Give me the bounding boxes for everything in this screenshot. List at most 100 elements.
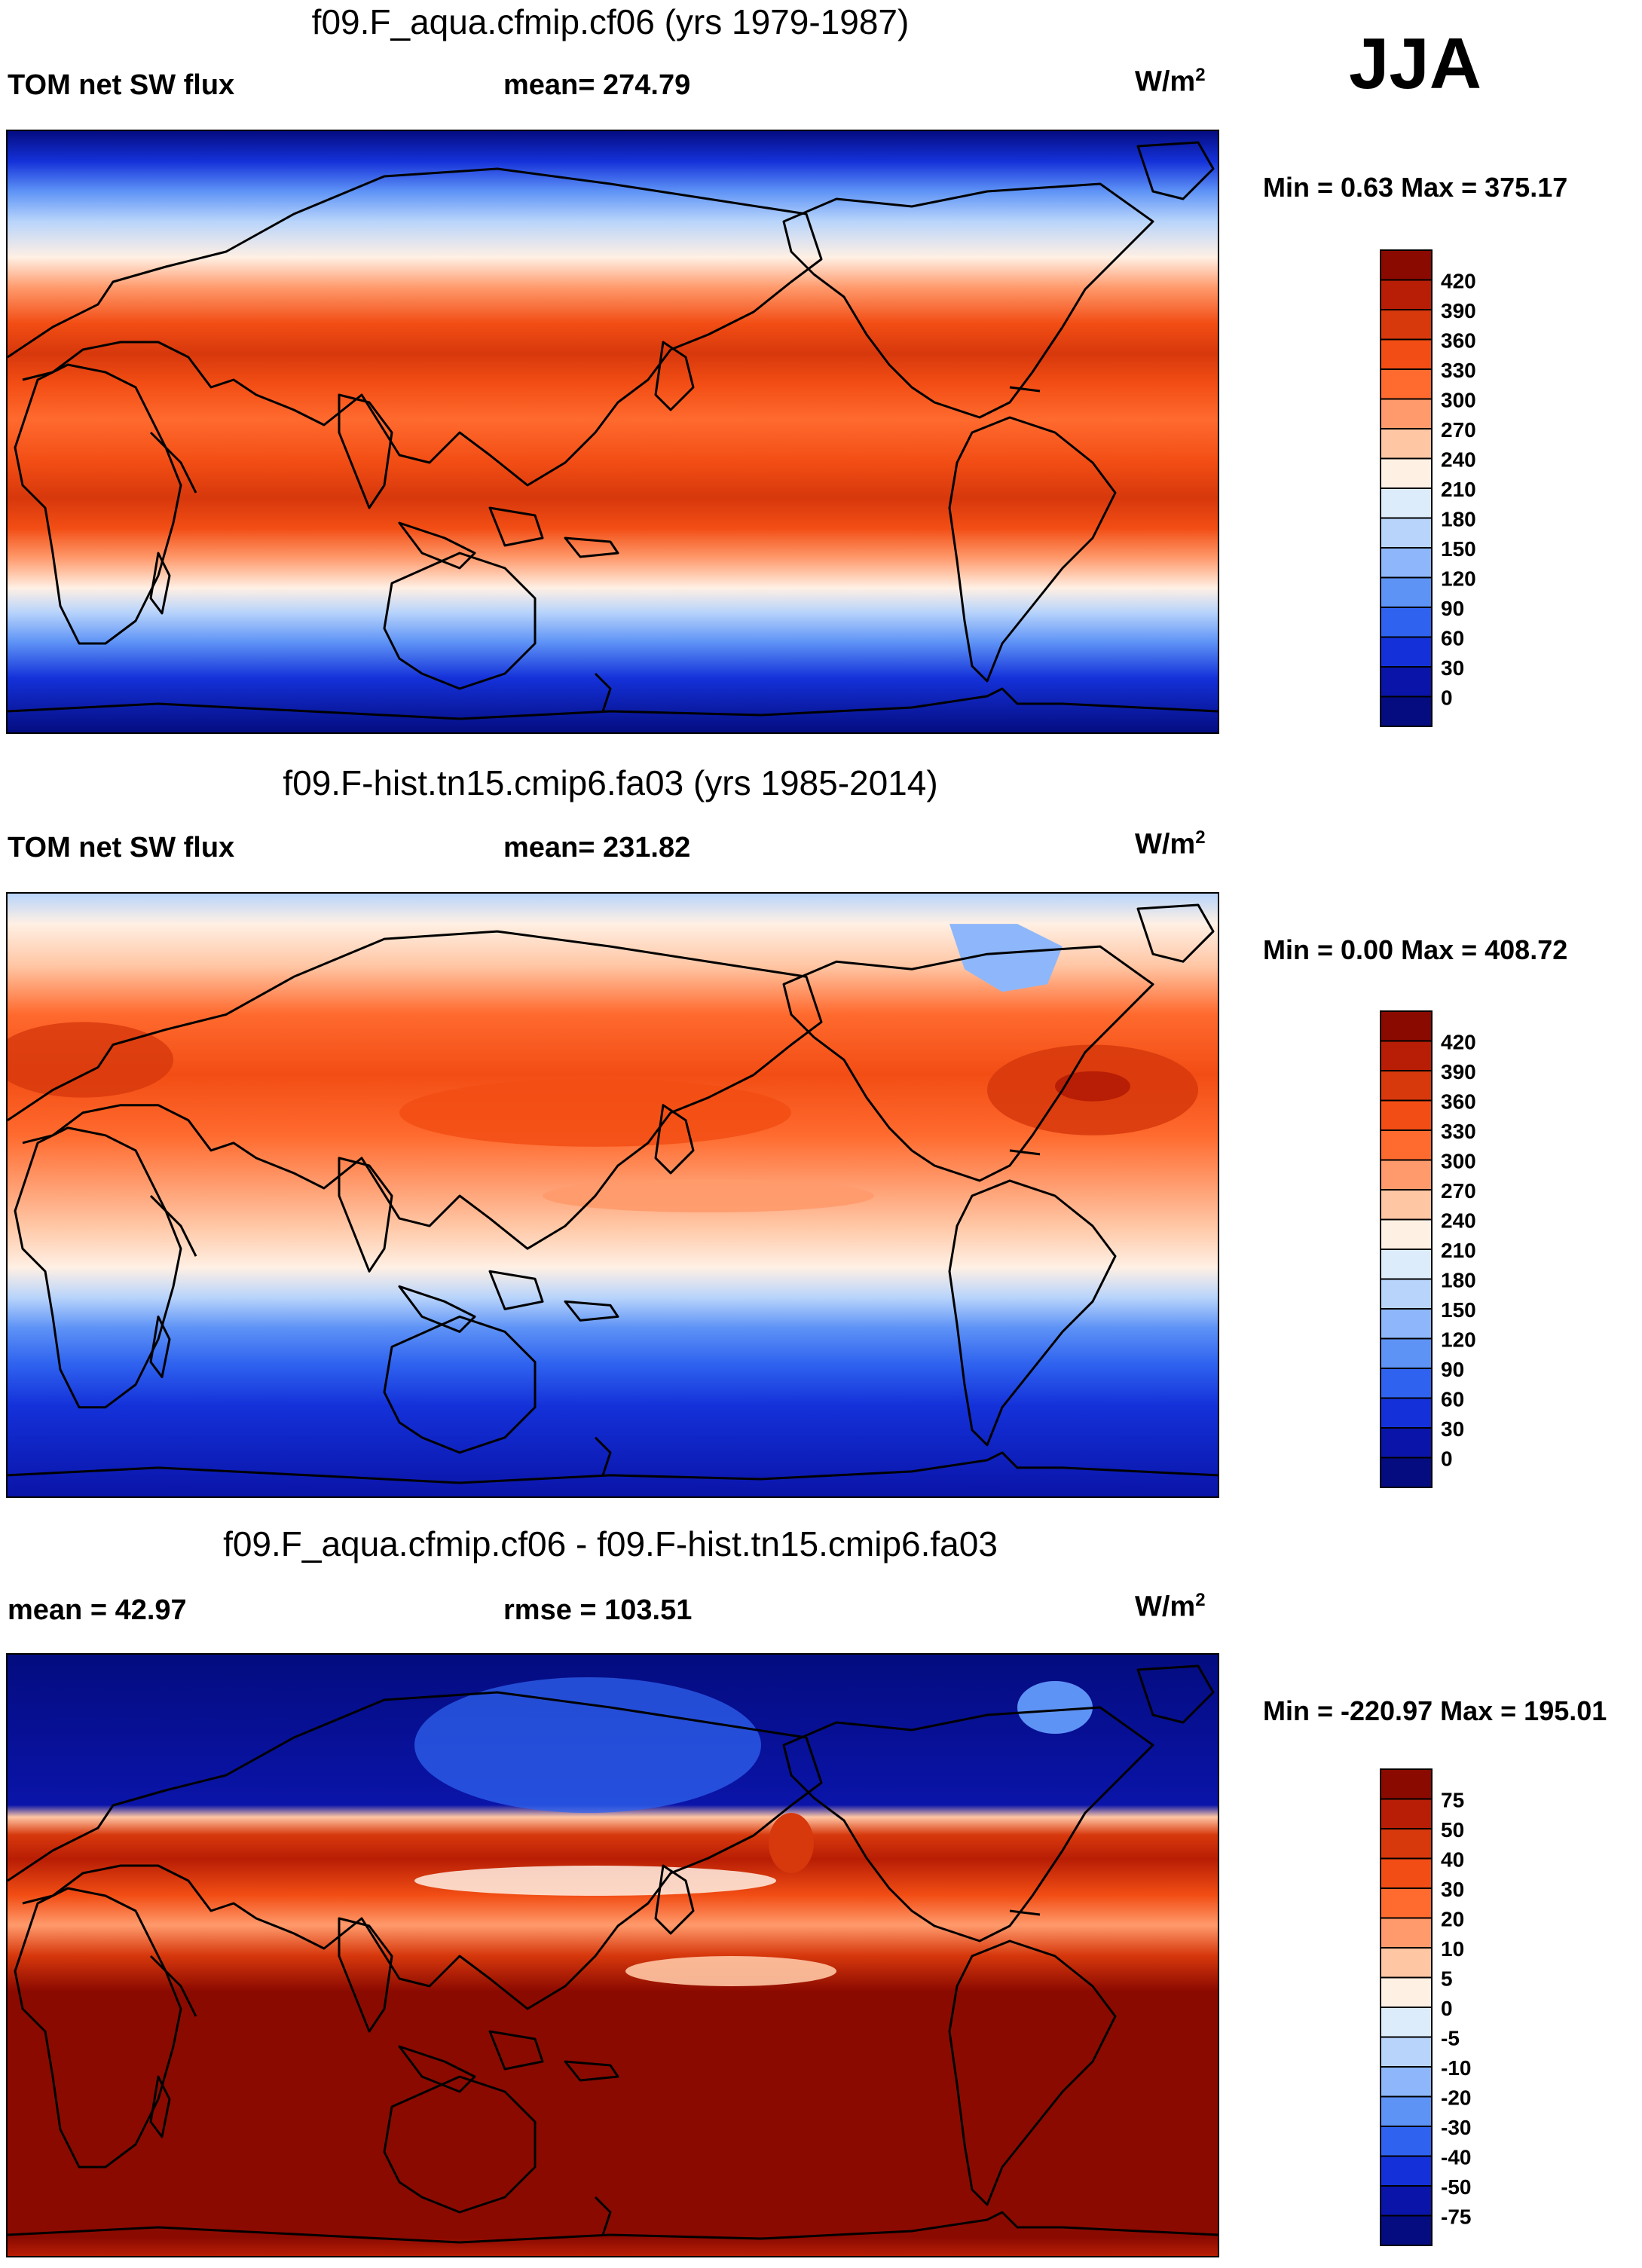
panel1-units-base: W/m bbox=[1135, 66, 1196, 98]
colorbar-swatch bbox=[1380, 1828, 1433, 1860]
panel2-units-base: W/m bbox=[1135, 828, 1196, 860]
colorbar-swatch bbox=[1380, 547, 1433, 579]
colorbar-label: 390 bbox=[1441, 299, 1476, 322]
panel3-map bbox=[6, 1653, 1219, 2257]
colorbar-swatch bbox=[1380, 398, 1433, 429]
colorbar-label: 60 bbox=[1441, 1388, 1464, 1411]
colorbar-swatch bbox=[1380, 1099, 1433, 1131]
colorbar-swatch bbox=[1380, 1976, 1433, 2008]
colorbar-label: 20 bbox=[1441, 1908, 1464, 1931]
colorbar-swatch bbox=[1380, 1427, 1433, 1459]
colorbar-swatch bbox=[1380, 279, 1433, 310]
panel2-units-exp: 2 bbox=[1195, 827, 1206, 848]
colorbar-label: 150 bbox=[1441, 1298, 1476, 1322]
colorbar-swatch bbox=[1380, 1249, 1433, 1280]
colorbar-label: 30 bbox=[1441, 1878, 1464, 1901]
panel1-units: W/m2 bbox=[1135, 65, 1206, 99]
colorbar-label: 300 bbox=[1441, 1150, 1476, 1173]
colorbar-label: 90 bbox=[1441, 597, 1464, 620]
colorbar-swatch bbox=[1380, 1218, 1433, 1250]
colorbar-swatch bbox=[1380, 1278, 1433, 1310]
panel3-rmse: rmse = 103.51 bbox=[503, 1594, 693, 1626]
colorbar-swatch bbox=[1380, 249, 1433, 281]
colorbar-label: 30 bbox=[1441, 1417, 1464, 1441]
colorbar-swatch bbox=[1380, 1368, 1433, 1399]
colorbar-swatch bbox=[1380, 1308, 1433, 1340]
colorbar-label: 240 bbox=[1441, 1209, 1476, 1233]
panel2-minmax: Min = 0.00 Max = 408.72 bbox=[1263, 934, 1568, 965]
colorbar-label: 210 bbox=[1441, 478, 1476, 501]
colorbar-swatch bbox=[1380, 1947, 1433, 1979]
colorbar-swatch bbox=[1380, 2215, 1433, 2246]
colorbar-swatch bbox=[1380, 2185, 1433, 2217]
colorbar-swatch bbox=[1380, 428, 1433, 460]
colorbar-label: -40 bbox=[1441, 2146, 1471, 2169]
colorbar-label: 90 bbox=[1441, 1358, 1464, 1381]
colorbar-label: -10 bbox=[1441, 2056, 1471, 2080]
colorbar-swatch bbox=[1380, 1456, 1433, 1488]
colorbar-swatch bbox=[1380, 636, 1433, 668]
colorbar-swatch bbox=[1380, 1917, 1433, 1949]
colorbar-swatch bbox=[1380, 1337, 1433, 1369]
colorbar-swatch bbox=[1380, 1040, 1433, 1071]
colorbar-swatch bbox=[1380, 2007, 1433, 2038]
colorbar-label: 0 bbox=[1441, 1997, 1453, 2020]
colorbar-label: 150 bbox=[1441, 537, 1476, 561]
colorbar-swatch bbox=[1380, 576, 1433, 608]
colorbar-label: 420 bbox=[1441, 270, 1476, 293]
colorbar-swatch bbox=[1380, 1768, 1433, 1800]
colorbar-label: 40 bbox=[1441, 1848, 1464, 1872]
colorbar-label: 180 bbox=[1441, 508, 1476, 531]
colorbar-swatch bbox=[1380, 338, 1433, 370]
colorbar-label: 270 bbox=[1441, 1179, 1476, 1203]
colorbar-label: 360 bbox=[1441, 329, 1476, 353]
colorbar-label: 120 bbox=[1441, 567, 1476, 591]
colorbar-swatch bbox=[1380, 457, 1433, 489]
panel3-units: W/m2 bbox=[1135, 1590, 1206, 1624]
colorbar-label: 50 bbox=[1441, 1818, 1464, 1842]
panel2-map bbox=[6, 892, 1219, 1498]
colorbar-swatch bbox=[1380, 666, 1433, 698]
colorbar-swatch bbox=[1380, 1189, 1433, 1221]
colorbar-swatch bbox=[1380, 1798, 1433, 1829]
colorbar-label: 10 bbox=[1441, 1937, 1464, 1961]
panel1-map bbox=[6, 130, 1219, 734]
colorbar-label: 420 bbox=[1441, 1031, 1476, 1054]
colorbar-label: 210 bbox=[1441, 1239, 1476, 1262]
colorbar-label: -5 bbox=[1441, 2027, 1460, 2050]
colorbar-swatch bbox=[1380, 1070, 1433, 1102]
colorbar-label: 240 bbox=[1441, 448, 1476, 472]
colorbar-label: 390 bbox=[1441, 1060, 1476, 1084]
colorbar-label: 120 bbox=[1441, 1328, 1476, 1352]
colorbar-label: 5 bbox=[1441, 1967, 1453, 1991]
panel2-variable: TOM net SW flux bbox=[8, 832, 235, 863]
colorbar-label: 30 bbox=[1441, 656, 1464, 680]
colorbar-swatch bbox=[1380, 607, 1433, 638]
colorbar-swatch bbox=[1380, 1129, 1433, 1161]
panel1-title: f09.F_aqua.cfmip.cf06 (yrs 1979-1987) bbox=[311, 2, 910, 41]
panel1-units-exp: 2 bbox=[1195, 65, 1206, 85]
colorbar-swatch bbox=[1380, 1857, 1433, 1889]
colorbar-swatch bbox=[1380, 2155, 1433, 2187]
colorbar-label: -75 bbox=[1441, 2205, 1471, 2229]
panel1-minmax: Min = 0.63 Max = 375.17 bbox=[1263, 172, 1568, 203]
season-label: JJA bbox=[1349, 23, 1482, 104]
panel3-mean: mean = 42.97 bbox=[8, 1594, 187, 1626]
panel2-title: f09.F-hist.tn15.cmip6.fa03 (yrs 1985-201… bbox=[283, 763, 938, 802]
colorbar-swatch bbox=[1380, 1159, 1433, 1191]
colorbar-swatch bbox=[1380, 1397, 1433, 1429]
colorbar-swatch bbox=[1380, 2126, 1433, 2157]
colorbar-label: 270 bbox=[1441, 418, 1476, 442]
colorbar-label: 360 bbox=[1441, 1090, 1476, 1114]
panel3-units-exp: 2 bbox=[1195, 1590, 1206, 1610]
colorbar-label: 75 bbox=[1441, 1789, 1464, 1812]
colorbar-swatch bbox=[1380, 1887, 1433, 1919]
panel3-units-base: W/m bbox=[1135, 1591, 1196, 1623]
panel2-mean: mean= 231.82 bbox=[503, 832, 691, 863]
colorbar-label: 60 bbox=[1441, 627, 1464, 650]
colorbar-swatch bbox=[1380, 2066, 1433, 2098]
colorbar-swatch bbox=[1380, 2095, 1433, 2127]
